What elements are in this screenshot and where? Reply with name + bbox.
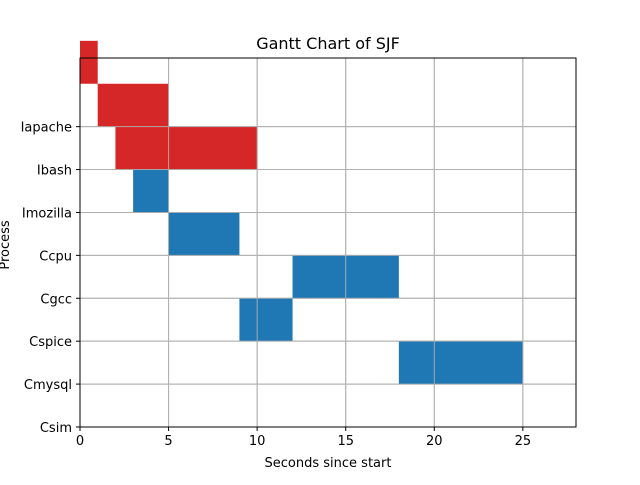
tick-layer: 0 5 10 15 20 25 Csim Cmysql Cspice Cgcc Ccpu Imozil…	[21, 121, 532, 449]
plot-frame	[79, 57, 577, 428]
y-tick-label: Csim	[40, 421, 72, 436]
gantt-bar	[239, 298, 293, 342]
x-tick-label: 10	[249, 434, 266, 449]
x-tick-label: 25	[515, 434, 532, 449]
y-tick-label: Cmysql	[24, 378, 72, 393]
chart-title: Gantt Chart of SJF	[256, 34, 400, 53]
x-tick-label: 20	[426, 434, 443, 449]
gantt-bar	[80, 40, 98, 84]
y-tick-label: Ccpu	[39, 249, 72, 264]
x-tick-label: 15	[337, 434, 354, 449]
gantt-bar	[168, 212, 240, 256]
y-tick-label: Imozilla	[22, 206, 72, 221]
y-axis-label: Process	[0, 220, 13, 270]
y-tick-label: Cgcc	[40, 292, 72, 307]
gantt-bar	[398, 341, 523, 385]
gantt-bar	[115, 126, 258, 170]
grid-overlay	[80, 58, 576, 427]
x-tick-label: 5	[164, 434, 172, 449]
x-axis-label: Seconds since start	[265, 456, 392, 471]
y-tick-label: Cspice	[29, 335, 72, 350]
y-tick-label: Iapache	[21, 121, 72, 136]
x-tick-label: 0	[76, 434, 84, 449]
gantt-bar	[97, 83, 169, 127]
y-tick-label: Ibash	[37, 164, 72, 179]
gantt-bar	[133, 169, 169, 213]
bar-layer	[80, 40, 576, 427]
